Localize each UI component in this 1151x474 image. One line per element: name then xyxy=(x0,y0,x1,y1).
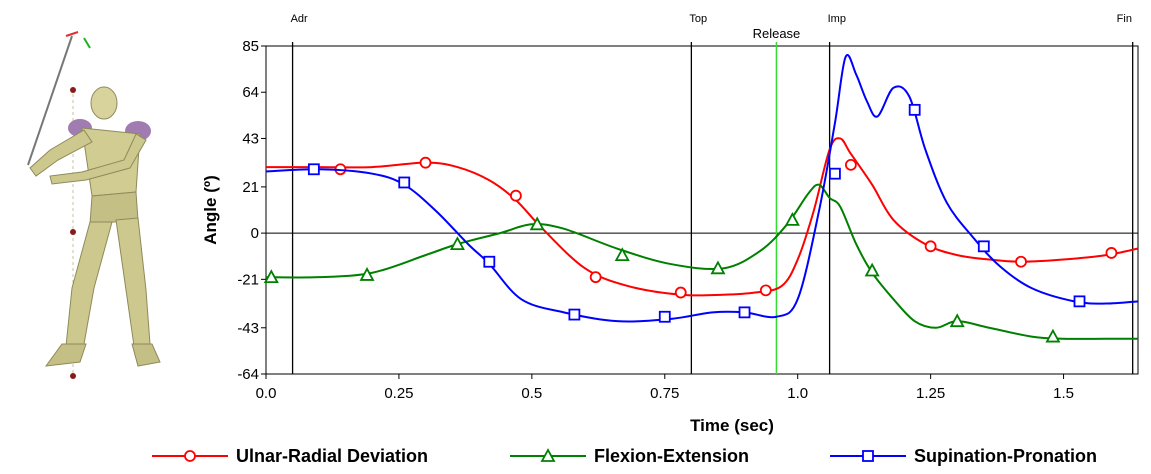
data-point-flexion-extension xyxy=(263,269,279,284)
y-axis-title: Angle (º) xyxy=(201,175,220,244)
y-tick-label: -43 xyxy=(237,320,259,337)
y-tick-label: 64 xyxy=(242,84,259,101)
data-point-supination-pronation xyxy=(738,306,751,319)
golfer-figure-icon xyxy=(27,31,161,379)
legend: Ulnar-Radial Deviation Flexion-Extension S… xyxy=(152,446,1097,466)
data-point-supination-pronation xyxy=(977,240,990,253)
data-point-flexion-extension xyxy=(529,216,545,231)
data-point-flexion-extension xyxy=(710,260,726,275)
data-point-ulnar-radial-deviation xyxy=(510,189,522,202)
data-point-supination-pronation xyxy=(307,163,320,176)
data-point-ulnar-radial-deviation xyxy=(589,271,602,284)
data-point-supination-pronation xyxy=(568,308,581,321)
legend-label-flexion-extension: Flexion-Extension xyxy=(594,446,749,466)
phase-label-top: Top xyxy=(689,13,707,25)
data-point-ulnar-radial-deviation xyxy=(419,156,432,169)
data-point-supination-pronation xyxy=(398,176,411,189)
data-point-flexion-extension xyxy=(449,236,465,251)
series-ulnar-radial-deviation xyxy=(265,137,1139,299)
x-axis-title: Time (sec) xyxy=(690,416,774,435)
x-tick-label: 1.25 xyxy=(916,385,945,402)
y-tick-label: 85 xyxy=(242,38,259,55)
legend-marker-flexion-extension xyxy=(540,448,556,462)
data-point-ulnar-radial-deviation xyxy=(924,240,937,253)
data-point-ulnar-radial-deviation xyxy=(1105,247,1118,259)
data-point-flexion-extension xyxy=(949,313,965,328)
x-tick-label: 0.0 xyxy=(256,385,277,402)
series-line-supination-pronation xyxy=(265,54,1139,323)
y-tick-label: 43 xyxy=(242,130,259,147)
legend-marker-ulnar-radial-deviation xyxy=(184,450,196,462)
data-point-flexion-extension xyxy=(864,262,880,277)
series-flexion-extension xyxy=(263,183,1138,343)
data-point-ulnar-radial-deviation xyxy=(759,284,772,297)
data-point-supination-pronation xyxy=(658,310,671,323)
series-line-flexion-extension xyxy=(265,183,1138,340)
data-point-ulnar-radial-deviation xyxy=(674,286,687,299)
x-tick-label: 0.25 xyxy=(384,385,413,402)
y-tick-label: -21 xyxy=(237,271,259,288)
data-point-supination-pronation xyxy=(829,167,841,180)
data-point-ulnar-radial-deviation xyxy=(844,158,857,171)
x-tick-label: 1.0 xyxy=(787,385,808,402)
plot-frame xyxy=(265,45,1139,375)
data-point-flexion-extension xyxy=(784,212,800,226)
legend-marker-supination-pronation xyxy=(862,450,874,462)
data-point-supination-pronation xyxy=(908,103,921,116)
data-point-flexion-extension xyxy=(1045,328,1061,343)
data-point-supination-pronation xyxy=(1073,295,1086,308)
x-tick-label: 1.5 xyxy=(1053,385,1074,402)
x-tick-label: 0.75 xyxy=(650,385,679,402)
legend-label-ulnar-radial-deviation: Ulnar-Radial Deviation xyxy=(236,446,428,466)
y-tick-label: -64 xyxy=(237,366,259,383)
phase-label-adr: Adr xyxy=(291,13,308,25)
data-point-supination-pronation xyxy=(483,255,496,268)
release-label: Release xyxy=(753,26,801,41)
phase-label-fin: Fin xyxy=(1117,13,1132,25)
data-point-ulnar-radial-deviation xyxy=(1015,255,1027,268)
y-tick-label: 0 xyxy=(251,225,259,242)
data-point-flexion-extension xyxy=(359,267,375,281)
series-line-ulnar-radial-deviation xyxy=(265,137,1139,297)
series-supination-pronation xyxy=(265,54,1139,323)
y-tick-label: 21 xyxy=(242,179,259,196)
phase-label-imp: Imp xyxy=(828,13,846,25)
data-point-flexion-extension xyxy=(614,247,630,262)
legend-label-supination-pronation: Supination-Pronation xyxy=(914,446,1097,466)
x-tick-label: 0.5 xyxy=(521,385,542,402)
